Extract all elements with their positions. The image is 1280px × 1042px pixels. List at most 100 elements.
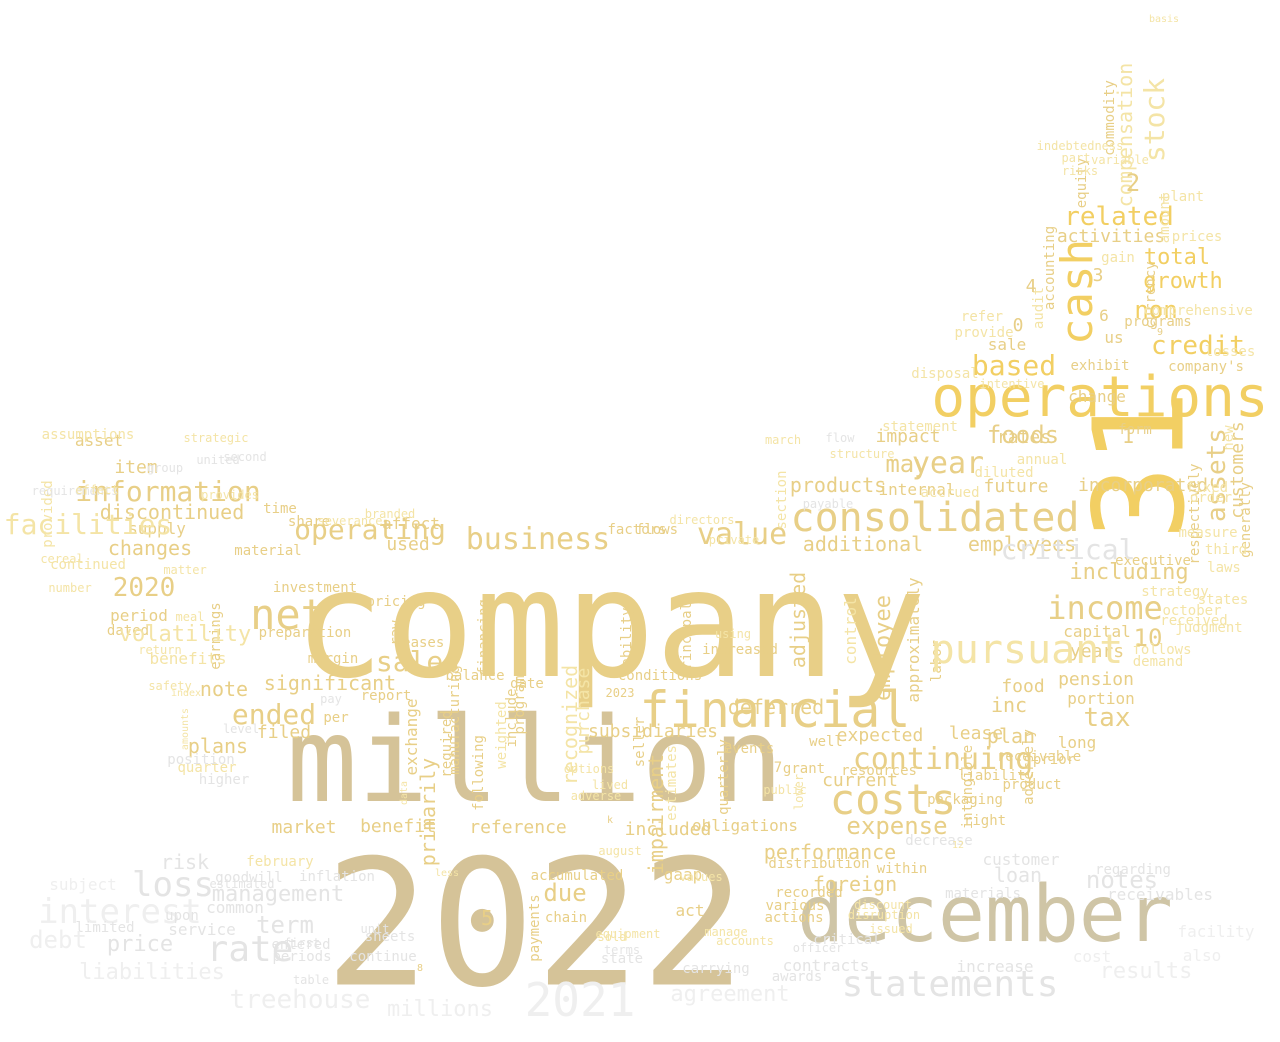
word: adjusted (786, 571, 810, 669)
word: 1 (1121, 424, 1135, 448)
word: sales (375, 645, 461, 678)
word: factors (607, 522, 667, 538)
word: receivable (996, 749, 1082, 765)
word: purchase (573, 667, 594, 755)
word: change (1068, 387, 1126, 406)
word: time (263, 501, 297, 517)
word: terms (603, 943, 641, 957)
word: changes (107, 536, 193, 560)
word: customer (982, 850, 1060, 869)
word: pricing (366, 594, 426, 610)
word: 4 (1025, 276, 1037, 297)
word: principal (679, 602, 695, 678)
word: flow (825, 431, 855, 445)
word: operating (294, 513, 446, 546)
word: 2023 (605, 686, 635, 700)
word: payments (527, 894, 543, 962)
word: states (1197, 592, 1249, 608)
word: liabilities (79, 960, 225, 985)
word: right (963, 813, 1007, 829)
word: debt (29, 926, 87, 954)
word: pay (320, 692, 342, 706)
word: item (114, 457, 158, 478)
word: comprehensive (1143, 303, 1253, 319)
word: deferred (727, 695, 825, 719)
word: year (911, 446, 985, 481)
word: business (465, 522, 611, 557)
word: filed (256, 722, 312, 743)
word: incorporated (1077, 475, 1209, 496)
word: food (1001, 676, 1045, 697)
word: consolidated (790, 495, 1080, 541)
word: rates (996, 427, 1052, 448)
word: balance (445, 668, 505, 684)
word: treehouse (229, 985, 371, 1015)
word: exchange (402, 698, 421, 776)
word: payable (802, 497, 854, 511)
word: directors (669, 513, 735, 527)
word: indebtedness (1036, 139, 1124, 153)
word: laws (1207, 560, 1241, 576)
word: within (876, 861, 928, 877)
word: losses (1204, 344, 1256, 360)
word: total (1143, 245, 1211, 270)
word: grant (782, 761, 826, 777)
word: price (106, 932, 174, 957)
word: strategy (1141, 584, 1209, 600)
word: volatility (118, 622, 252, 647)
word: additional (802, 532, 924, 556)
word: note (199, 677, 249, 701)
word: critical (813, 932, 881, 948)
word: structure (829, 447, 895, 461)
word: income (1047, 589, 1163, 627)
word: results (1099, 959, 1193, 984)
word: discontinued (99, 500, 245, 524)
word: united (196, 453, 240, 467)
word: activities (1056, 226, 1166, 247)
word: lived (591, 778, 629, 792)
word: 2 (1125, 169, 1141, 197)
word: weighted (494, 701, 510, 769)
word: new (1221, 425, 1237, 451)
word: prior (1032, 752, 1076, 768)
word: risk (160, 850, 210, 874)
word: market (271, 817, 337, 838)
word: sold (597, 930, 627, 944)
word: 2020 (112, 573, 176, 603)
word: flows (635, 522, 679, 538)
word: reference (469, 817, 567, 838)
word: asset (74, 431, 124, 450)
word: annual (1016, 452, 1068, 468)
word: officer (792, 941, 844, 955)
word: investment (272, 580, 358, 596)
word: inflation (299, 869, 375, 885)
word: branded (364, 507, 416, 521)
word: statements (841, 964, 1059, 1005)
word: obligations (692, 816, 798, 835)
word: provides (201, 488, 259, 502)
word: part (1061, 151, 1091, 165)
word: agreement (670, 982, 790, 1007)
word: financial (639, 681, 911, 739)
word: december (797, 870, 1173, 960)
word: plans (187, 734, 249, 758)
word: employees (967, 532, 1077, 556)
word: performance (763, 840, 897, 864)
word: millions (387, 997, 493, 1022)
word: conditions (617, 668, 703, 684)
word: leases (393, 635, 445, 651)
word: order (1189, 490, 1233, 506)
word: entered (271, 937, 331, 953)
word: february (246, 854, 314, 870)
word: benefits (149, 649, 227, 668)
word: based (971, 349, 1057, 382)
word: tax (1083, 703, 1131, 733)
word: subsidiaries (587, 721, 719, 742)
word: stock (1138, 77, 1171, 163)
word: expected (836, 725, 924, 746)
word: first (283, 936, 321, 950)
word: impact (875, 426, 941, 447)
word: approximately (904, 577, 923, 703)
word: level (222, 722, 260, 736)
word: impairment (644, 753, 668, 875)
